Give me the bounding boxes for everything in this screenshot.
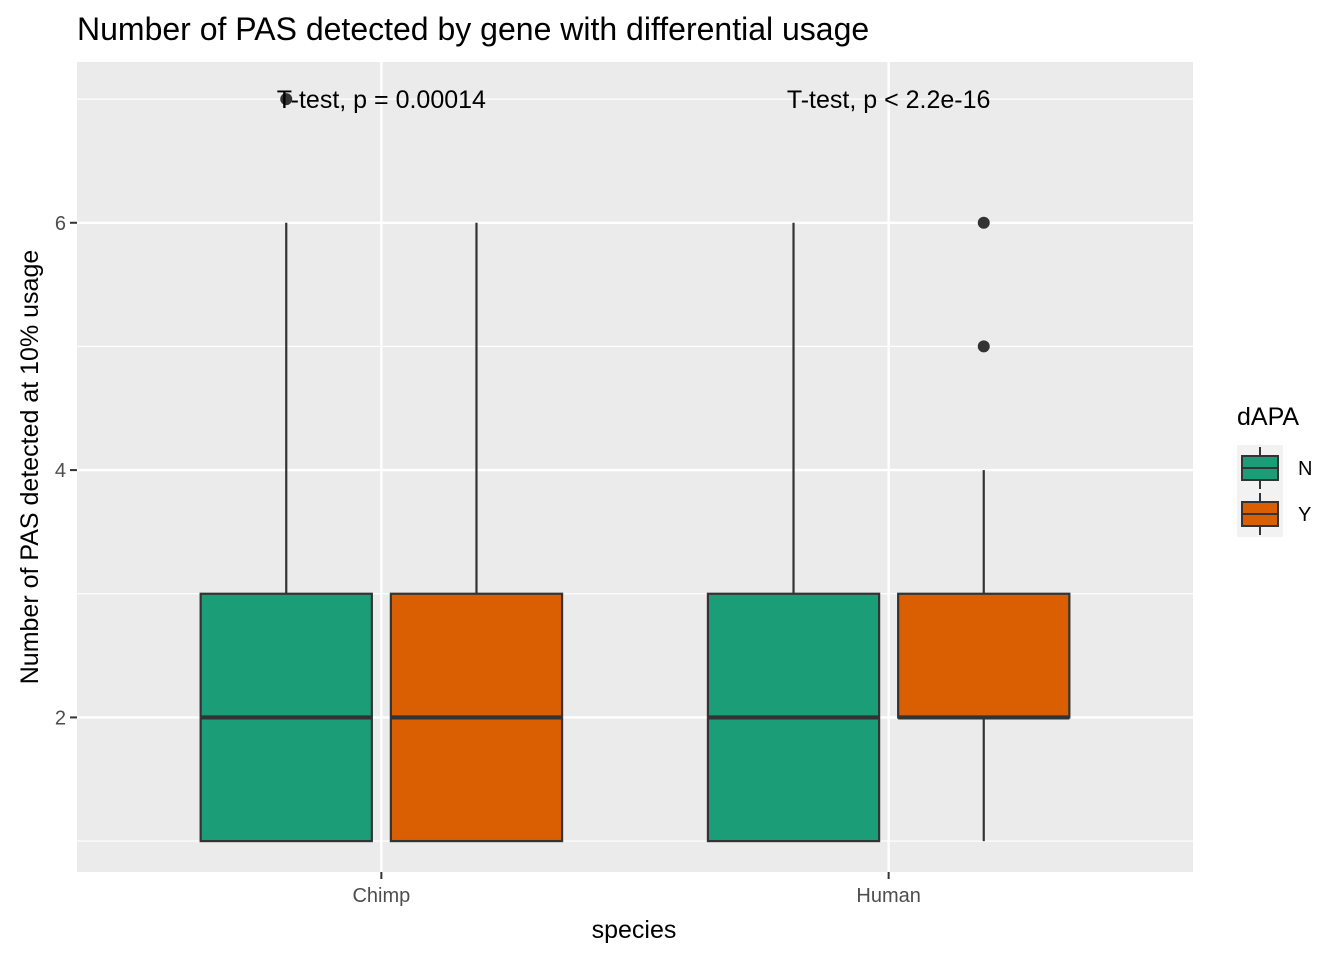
- x-axis-title: species: [592, 916, 677, 944]
- chart-title: Number of PAS detected by gene with diff…: [77, 11, 869, 47]
- y-axis-title: Number of PAS detected at 10% usage: [16, 250, 44, 685]
- legend-label: Y: [1298, 504, 1311, 526]
- legend: dAPA N Y: [1237, 403, 1312, 537]
- x-tick-label: Chimp: [352, 885, 410, 907]
- boxes: [199, 93, 1071, 843]
- legend-key: [1237, 491, 1283, 537]
- legend-key: [1237, 445, 1283, 491]
- legend-title: dAPA: [1237, 403, 1299, 431]
- annotations: T-test, p = 0.00014 T-test, p < 2.2e-16: [277, 86, 991, 114]
- box-group: [897, 216, 1071, 842]
- y-tick-label: 4: [55, 460, 66, 482]
- grid-lines: [77, 62, 1193, 872]
- outlier-point: [280, 93, 293, 106]
- x-tick-label: Human: [856, 885, 920, 907]
- y-tick-label: 2: [55, 707, 66, 729]
- outlier-point: [977, 340, 990, 353]
- box: [897, 592, 1071, 719]
- annotation-text: T-test, p < 2.2e-16: [787, 86, 991, 114]
- annotation-text: T-test, p = 0.00014: [277, 86, 486, 114]
- y-axis: 2 4 6: [55, 213, 77, 729]
- y-tick-label: 6: [55, 213, 66, 235]
- box-group: [199, 93, 373, 843]
- legend-label: N: [1298, 458, 1312, 480]
- outlier-point: [977, 216, 990, 229]
- box-group: [706, 222, 881, 843]
- box-group: [389, 222, 564, 843]
- x-axis: Chimp Human: [352, 872, 921, 907]
